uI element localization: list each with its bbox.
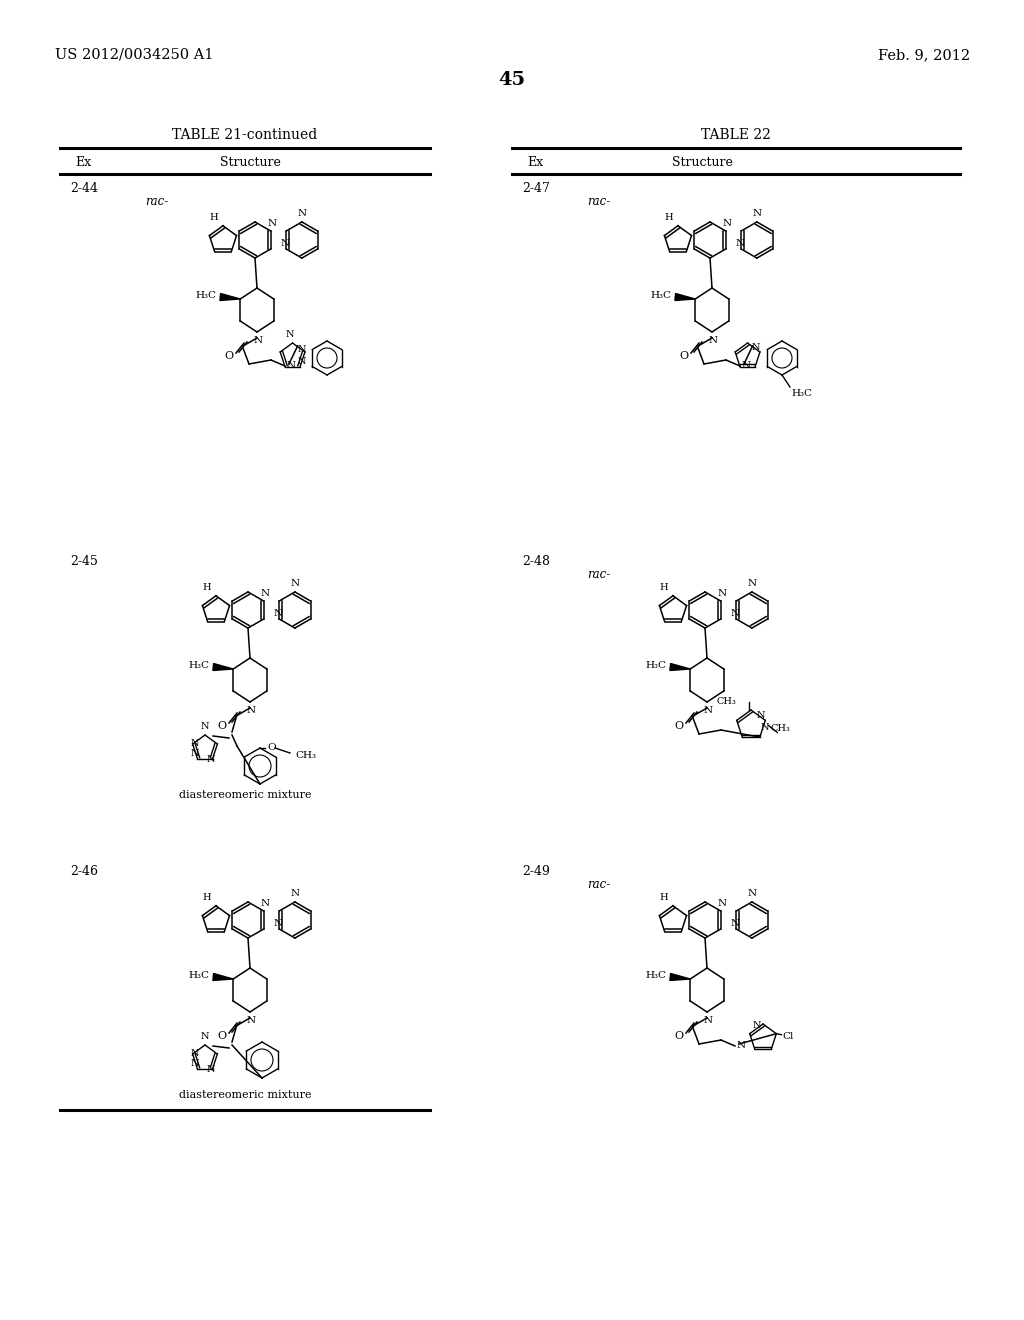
- Text: O: O: [224, 351, 233, 360]
- Text: H₃C: H₃C: [650, 292, 672, 301]
- Text: H₃C: H₃C: [645, 972, 667, 981]
- Text: N: N: [297, 209, 306, 218]
- Text: 45: 45: [499, 71, 525, 88]
- Text: N: N: [735, 239, 744, 248]
- Text: H₃C: H₃C: [188, 972, 209, 981]
- Text: O: O: [217, 1031, 226, 1041]
- Text: CH₃: CH₃: [716, 697, 736, 706]
- Polygon shape: [670, 974, 690, 981]
- Text: N: N: [730, 919, 739, 928]
- Text: N: N: [247, 1016, 256, 1026]
- Text: Structure: Structure: [219, 156, 281, 169]
- Text: N: N: [291, 579, 299, 587]
- Text: 2-47: 2-47: [522, 182, 550, 195]
- Polygon shape: [213, 664, 233, 671]
- Text: Ex: Ex: [75, 156, 91, 169]
- Text: N: N: [190, 1049, 200, 1059]
- Text: H₃C: H₃C: [645, 661, 667, 671]
- Text: O: O: [675, 1031, 684, 1041]
- Text: N: N: [207, 1065, 215, 1074]
- Text: rac-: rac-: [587, 878, 610, 891]
- Text: diastereomeric mixture: diastereomeric mixture: [179, 789, 311, 800]
- Text: N: N: [703, 706, 713, 715]
- Text: CH₃: CH₃: [295, 751, 316, 760]
- Text: N: N: [281, 239, 290, 248]
- Text: O: O: [217, 721, 226, 731]
- Text: N: N: [297, 346, 306, 355]
- Text: N: N: [286, 330, 294, 339]
- Text: N: N: [722, 219, 731, 228]
- Text: rac-: rac-: [587, 568, 610, 581]
- Text: N: N: [247, 706, 256, 715]
- Text: N: N: [730, 609, 739, 618]
- Text: H: H: [665, 213, 673, 222]
- Text: H: H: [203, 892, 211, 902]
- Polygon shape: [670, 664, 690, 671]
- Text: H₃C: H₃C: [791, 388, 812, 397]
- Text: N: N: [190, 1060, 200, 1068]
- Text: 2-44: 2-44: [70, 182, 98, 195]
- Text: N: N: [742, 360, 752, 370]
- Text: N: N: [201, 722, 209, 731]
- Text: H₃C: H₃C: [188, 661, 209, 671]
- Text: H: H: [209, 213, 218, 222]
- Text: rac-: rac-: [587, 195, 610, 209]
- Text: N: N: [267, 219, 276, 228]
- Text: rac-: rac-: [145, 195, 168, 209]
- Text: N: N: [207, 755, 215, 764]
- Text: H: H: [203, 582, 211, 591]
- Text: N: N: [717, 589, 726, 598]
- Text: N: N: [253, 337, 262, 345]
- Text: TABLE 21-continued: TABLE 21-continued: [172, 128, 317, 143]
- Polygon shape: [213, 974, 233, 981]
- Polygon shape: [675, 293, 695, 301]
- Text: N: N: [260, 899, 269, 908]
- Text: H₃C: H₃C: [196, 292, 216, 301]
- Text: N: N: [753, 209, 762, 218]
- Text: N: N: [190, 739, 200, 748]
- Text: diastereomeric mixture: diastereomeric mixture: [179, 1090, 311, 1100]
- Text: H: H: [659, 892, 668, 902]
- Text: N: N: [260, 589, 269, 598]
- Text: N: N: [273, 919, 283, 928]
- Text: N: N: [748, 888, 757, 898]
- Text: TABLE 22: TABLE 22: [701, 128, 771, 143]
- Text: 2-49: 2-49: [522, 865, 550, 878]
- Text: Feb. 9, 2012: Feb. 9, 2012: [878, 48, 970, 62]
- Text: H: H: [659, 582, 668, 591]
- Text: N: N: [287, 360, 296, 370]
- Text: N: N: [703, 1016, 713, 1026]
- Text: 2-48: 2-48: [522, 554, 550, 568]
- Polygon shape: [220, 293, 241, 301]
- Text: N: N: [761, 722, 769, 731]
- Text: N: N: [190, 750, 200, 759]
- Text: N: N: [737, 1041, 746, 1051]
- Text: N: N: [201, 1032, 209, 1041]
- Text: Cl: Cl: [782, 1032, 794, 1041]
- Text: O: O: [680, 351, 688, 360]
- Text: N: N: [752, 343, 760, 352]
- Text: N: N: [717, 899, 726, 908]
- Text: 2-46: 2-46: [70, 865, 98, 878]
- Text: 2-45: 2-45: [70, 554, 98, 568]
- Text: N: N: [709, 337, 718, 345]
- Text: N: N: [757, 710, 765, 719]
- Text: N: N: [291, 888, 299, 898]
- Text: US 2012/0034250 A1: US 2012/0034250 A1: [55, 48, 213, 62]
- Text: CH₃: CH₃: [770, 723, 791, 733]
- Text: N: N: [748, 579, 757, 587]
- Text: O: O: [267, 743, 275, 752]
- Text: O: O: [675, 721, 684, 731]
- Text: N: N: [297, 356, 306, 366]
- Text: Structure: Structure: [672, 156, 732, 169]
- Text: Ex: Ex: [527, 156, 543, 169]
- Text: N: N: [273, 609, 283, 618]
- Text: N: N: [753, 1022, 761, 1031]
